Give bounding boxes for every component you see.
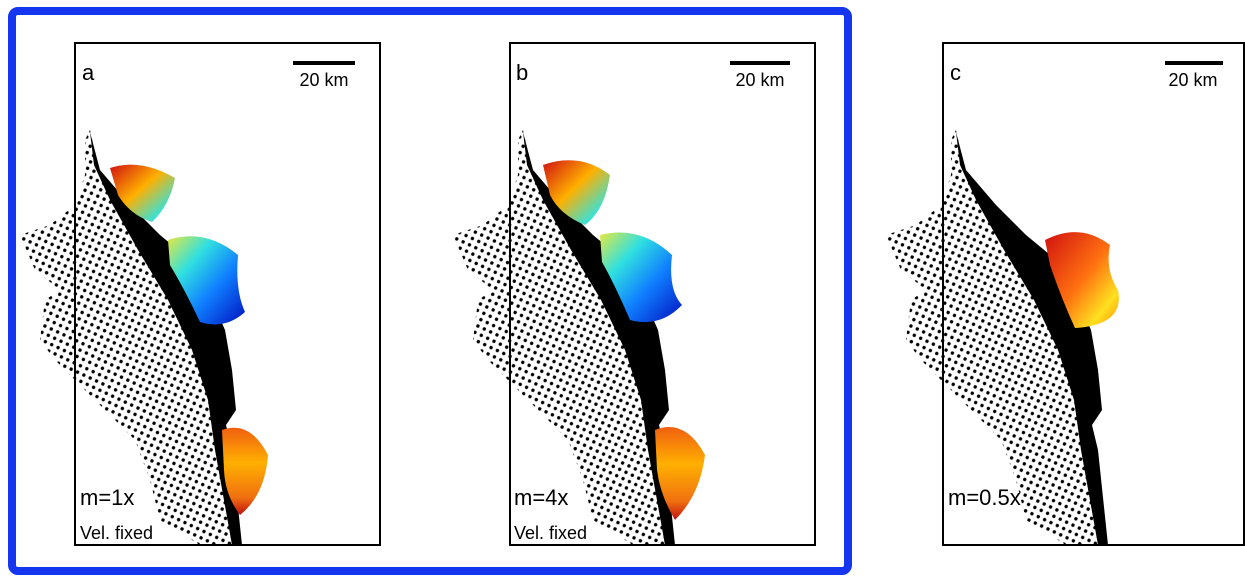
panel: c 20 km m=0.5x bbox=[886, 43, 1244, 545]
mesh bbox=[886, 130, 1108, 545]
figure: a 20 km m=1x Vel. fixed b 20 km m=4x Vel… bbox=[0, 0, 1245, 576]
model-label: m=4x bbox=[514, 485, 568, 510]
note: Vel. fixed bbox=[514, 523, 587, 543]
model-label: m=1x bbox=[80, 485, 134, 510]
model-label: m=0.5x bbox=[948, 485, 1021, 510]
note: Vel. fixed bbox=[80, 523, 153, 543]
panel: a 20 km m=1x Vel. fixed bbox=[20, 43, 380, 545]
panel-label: a bbox=[82, 60, 95, 85]
scale-label: 20 km bbox=[299, 70, 348, 90]
scale-label: 20 km bbox=[1168, 70, 1217, 90]
panel-label: c bbox=[950, 60, 961, 85]
panel: b 20 km m=4x Vel. fixed bbox=[453, 43, 815, 545]
panel-label: b bbox=[516, 60, 528, 85]
scale-label: 20 km bbox=[735, 70, 784, 90]
page: a 20 km m=1x Vel. fixed b 20 km m=4x Vel… bbox=[0, 0, 1245, 576]
